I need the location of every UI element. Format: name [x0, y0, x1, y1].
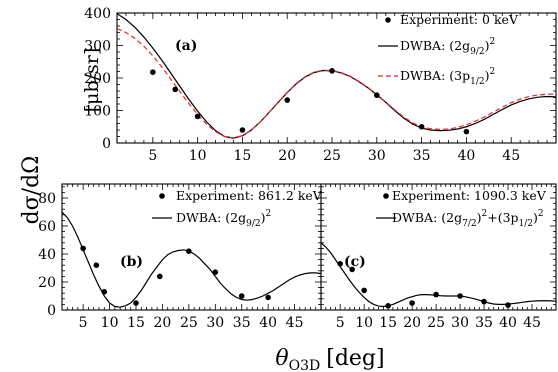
y-tick-label-a: 0	[102, 136, 111, 152]
x-tick-label-a: 25	[323, 148, 341, 164]
data-point-b	[133, 300, 139, 306]
legend-entry-curve-a-0: DWBA: (2g9/2)2	[400, 37, 495, 57]
legend-entry-experiment-a: Experiment: 0 keV	[400, 12, 519, 27]
x-tick-label-a: 20	[278, 148, 296, 164]
data-point-c	[457, 293, 463, 299]
data-point-a	[418, 123, 425, 130]
y-tick-label-b: 80	[38, 191, 56, 207]
panel-c: 5 10 15 20 25 30 35 40 45 (c) Experiment: 1090.3 k…	[320, 183, 557, 331]
x-tick-label-a: 5	[148, 148, 157, 164]
x-tick-label-b: 30	[206, 315, 224, 331]
legend-a: Experiment: 0 keV DWBA: (2g9/2)2 DWBA: (3p…	[378, 12, 519, 87]
data-point-a	[284, 97, 291, 103]
data-point-a	[329, 68, 335, 74]
x-tick-label-b: 45	[286, 315, 304, 331]
x-tick-label-c: 40	[499, 315, 517, 331]
data-point-b	[265, 294, 271, 301]
x-tick-label-c: 35	[475, 315, 493, 331]
x-tick-label-b: 35	[233, 315, 251, 331]
x-tick-label-a: 10	[189, 148, 207, 164]
y-tick-label-b: 40	[38, 247, 56, 263]
legend-marker-b	[159, 193, 165, 199]
data-point-c	[433, 291, 439, 298]
x-tick-label-a: 30	[368, 148, 386, 164]
data-point-c	[361, 287, 367, 294]
x-tick-label-b: 15	[127, 315, 145, 331]
panel-a-y-label: [μb/sr]	[81, 48, 103, 113]
data-point-a	[239, 127, 246, 133]
y-tick-label-a: 300	[84, 39, 111, 55]
data-point-b	[238, 293, 245, 299]
panel-b: 5 10 15 20 25 30 35 40 45 0 20 40 60 80 (b) Experiment:…	[38, 183, 323, 331]
panel-label-b: (b)	[120, 254, 143, 270]
legend-entry-experiment-b: Experiment: 861.2 keV	[176, 188, 323, 203]
x-tick-label-c: 5	[336, 315, 345, 331]
plot-frame-a	[116, 12, 557, 144]
x-tick-label-c: 20	[403, 315, 421, 331]
data-point-b	[101, 289, 108, 295]
x-tick-label-a: 15	[234, 148, 252, 164]
shared-y-label: dσ/dΩ	[19, 156, 44, 225]
panel-label-a: (a)	[175, 38, 197, 54]
y-tick-label-b: 0	[47, 303, 56, 319]
y-tick-label-b: 60	[38, 219, 56, 235]
data-point-c	[409, 300, 415, 306]
data-point-b	[80, 245, 86, 252]
x-tick-label-a: 40	[457, 148, 475, 164]
data-point-b	[186, 248, 192, 254]
data-point-c	[337, 261, 343, 267]
curve-line-c-0	[321, 242, 556, 308]
data-point-b	[93, 262, 100, 269]
shared-x-label: θO3D [deg]	[275, 346, 384, 372]
legend-entry-curve-a-1: DWBA: (3p1/2)2	[400, 67, 495, 87]
x-tick-label-a: 45	[502, 148, 520, 164]
legend-marker-a	[385, 17, 391, 23]
legend-entry-experiment-c: Experiment: 1090.3 keV	[392, 188, 547, 203]
curve-line-b-0	[62, 211, 321, 308]
x-tick-label-c: 30	[451, 315, 469, 331]
data-point-a	[463, 128, 470, 135]
data-point-a	[374, 92, 380, 99]
legend-marker-c	[383, 193, 389, 199]
data-point-a	[194, 113, 201, 120]
data-point-c	[349, 266, 355, 273]
y-tick-label-b: 20	[38, 275, 56, 291]
x-tick-label-a: 35	[413, 148, 431, 164]
legend-entry-curve-c-0: DWBA: (2g7/2)2+(3p1/2)2	[392, 209, 544, 229]
y-tick-label-a: 100	[84, 104, 111, 120]
x-tick-label-b: 25	[180, 315, 198, 331]
x-tick-label-c: 25	[427, 315, 445, 331]
plot-frame-c	[320, 183, 557, 311]
legend-entry-curve-b-0: DWBA: (2g9/2)2	[176, 209, 271, 229]
data-point-a	[172, 86, 179, 93]
y-tick-label-a: 400	[84, 6, 111, 22]
y-tick-label-a: 200	[84, 71, 111, 87]
legend-c: Experiment: 1090.3 keV DWBA: (2g7/2)2+(3p…	[376, 188, 547, 229]
x-tick-label-c: 45	[523, 315, 541, 331]
x-tick-label-c: 15	[379, 315, 397, 331]
panel-label-c: (c)	[344, 254, 366, 270]
panel-a: 5 10 15 20 25 30 35 40 45 0 100 200 300 400 (a) Experim…	[84, 6, 557, 164]
data-point-c	[481, 298, 487, 305]
x-tick-label-b: 20	[154, 315, 172, 331]
legend-b: Experiment: 861.2 keV DWBA: (2g9/2)2	[152, 188, 323, 229]
data-point-c	[505, 302, 511, 308]
data-point-c	[385, 303, 391, 309]
x-tick-label-c: 10	[355, 315, 373, 331]
curve-line-a-1	[117, 28, 556, 139]
x-tick-label-b: 10	[101, 315, 119, 331]
data-point-b	[156, 273, 163, 280]
x-tick-label-b: 40	[259, 315, 277, 331]
x-tick-label-b: 5	[79, 315, 88, 331]
data-point-b	[212, 269, 219, 276]
data-point-a	[150, 69, 156, 75]
